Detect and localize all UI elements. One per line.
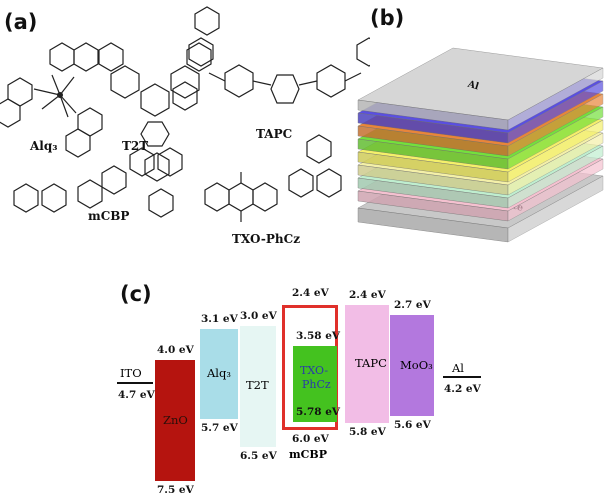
mcbp-label: mCBP	[88, 209, 130, 223]
emitter-bottom-value: 5.78 eV	[296, 405, 341, 418]
ito-level-line	[117, 382, 153, 384]
band-top-value: 2.4 eV	[292, 287, 329, 299]
panel-label-b: (b)	[370, 6, 405, 30]
molecular-structures	[0, 6, 370, 222]
band-top-value: 3.1 eV	[201, 313, 238, 326]
energy-band-1	[200, 329, 238, 420]
emitter-label-line2: PhCz	[302, 377, 331, 391]
band-bottom-value: 7.5 eV	[157, 484, 194, 497]
band-top-value: 4.0 eV	[157, 344, 194, 357]
band-bottom-value: 5.7 eV	[201, 422, 238, 435]
band-name: T2T	[246, 378, 269, 393]
band-top-value: 2.7 eV	[394, 299, 431, 312]
energy-band-5	[390, 315, 434, 416]
tapc-structure	[172, 37, 370, 111]
band-name: MoO₃	[400, 357, 433, 372]
alq3-label: Alq₃	[30, 139, 58, 153]
stack-layer-label: Al	[465, 78, 480, 92]
tapc-label: TAPC	[256, 127, 293, 141]
alq3-structure	[0, 42, 103, 158]
band-name: ZnO	[163, 412, 188, 427]
txo-phcz-structure	[204, 134, 342, 222]
band-top-value: 2.4 eV	[349, 289, 386, 301]
energy-band-2	[240, 325, 276, 447]
band-bottom-value: 5.6 eV	[394, 418, 431, 431]
energy-band-0	[155, 360, 195, 482]
ito-label: ITO	[120, 366, 142, 380]
panel-label-a: (a)	[4, 10, 38, 34]
energy-band-4	[345, 305, 389, 423]
band-name: mCBP	[289, 447, 327, 461]
stack-layer-8: Al	[357, 47, 604, 131]
band-name: Alq₃	[207, 366, 231, 381]
emitter-top-value: 3.58 eV	[296, 329, 341, 342]
txo-phcz-label: TXO-PhCz	[232, 232, 301, 246]
al-value: 4.2 eV	[444, 383, 481, 395]
al-label: Al	[452, 361, 464, 375]
t2t-label: T2T	[122, 139, 149, 153]
band-bottom-value: 5.8 eV	[349, 425, 386, 438]
device-stack: ITO/glass substrateZnOCs₂CO₃Alq₃T2TTXO-P…	[357, 47, 604, 243]
band-name: TAPC	[355, 355, 387, 370]
al-level-line	[443, 376, 481, 378]
ito-value: 4.7 eV	[118, 389, 155, 401]
emitter-label-line1: TXO-	[300, 363, 329, 377]
mcbp-structure	[13, 147, 183, 213]
band-top-value: 3.0 eV	[240, 309, 277, 322]
band-bottom-value: 6.0 eV	[292, 432, 329, 445]
emitter-band	[293, 345, 337, 422]
band-bottom-value: 6.5 eV	[240, 449, 277, 462]
panel-label-c: (c)	[120, 282, 152, 306]
